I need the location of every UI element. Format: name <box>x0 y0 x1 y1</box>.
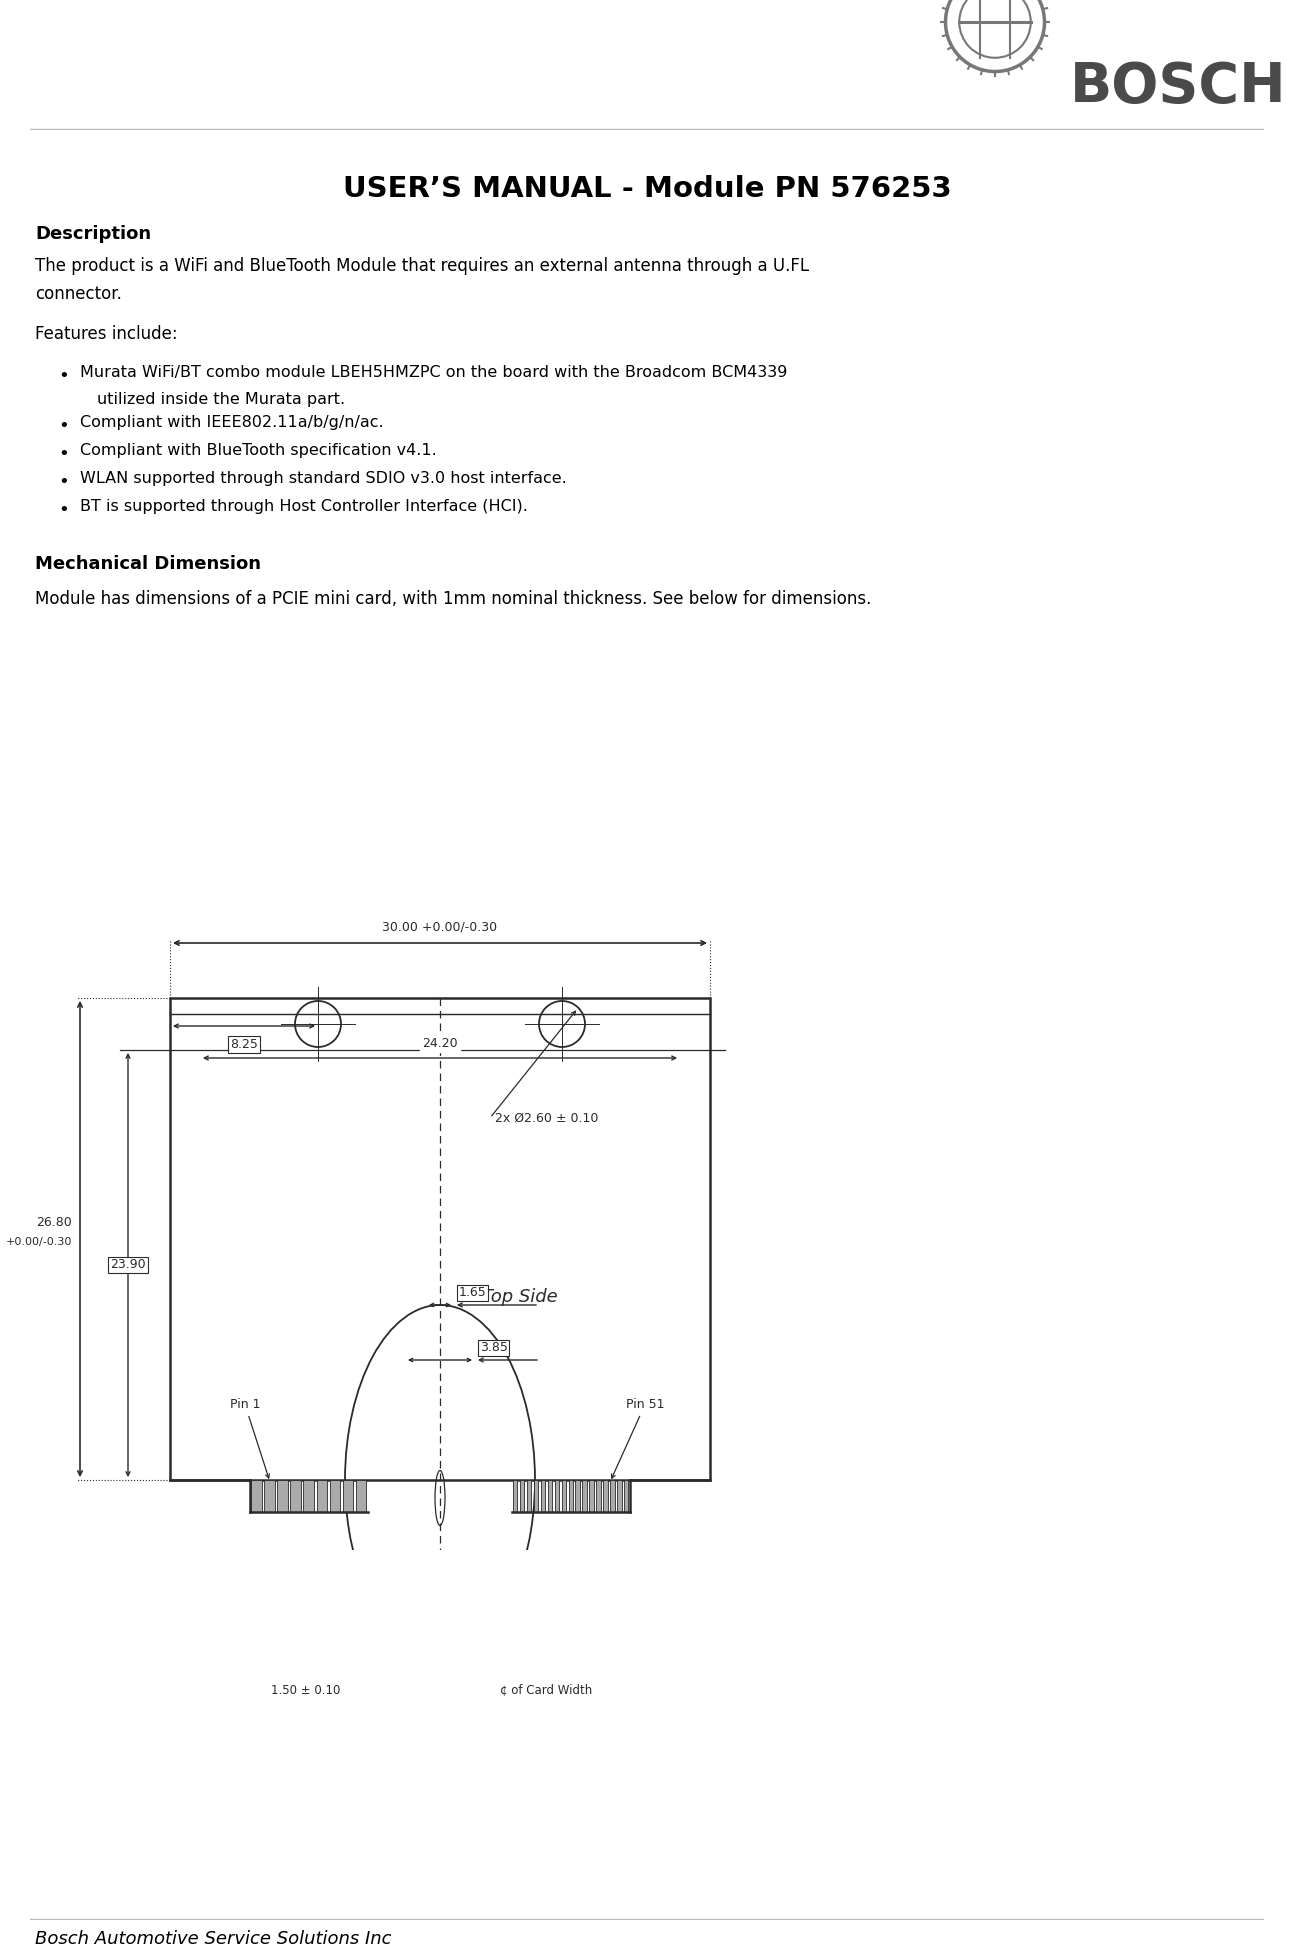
Text: •: • <box>58 502 69 519</box>
Text: BOSCH: BOSCH <box>1070 61 1286 113</box>
Text: 2x Ø2.60 ± 0.10: 2x Ø2.60 ± 0.10 <box>496 1111 598 1124</box>
Bar <box>547 1480 553 1513</box>
Bar <box>624 1480 629 1513</box>
Bar <box>170 997 710 1480</box>
Bar <box>576 1480 580 1513</box>
Bar <box>582 1480 587 1513</box>
Text: connector.: connector. <box>35 285 122 303</box>
Bar <box>541 1480 545 1513</box>
Bar <box>568 1480 573 1513</box>
Text: 23.90: 23.90 <box>110 1259 146 1271</box>
Bar <box>589 1480 594 1513</box>
Bar <box>597 1480 600 1513</box>
Text: 1.50 ± 0.10: 1.50 ± 0.10 <box>270 1683 340 1696</box>
Bar <box>512 1480 518 1513</box>
Bar <box>290 1480 302 1513</box>
Text: Description: Description <box>35 224 151 242</box>
Text: •: • <box>58 418 69 435</box>
Bar <box>555 1480 559 1513</box>
Text: The product is a WiFi and BlueTooth Module that requires an external antenna thr: The product is a WiFi and BlueTooth Modu… <box>35 258 809 275</box>
Text: 3.85: 3.85 <box>480 1341 507 1355</box>
Bar <box>617 1480 621 1513</box>
Text: USER’S MANUAL - Module PN 576253: USER’S MANUAL - Module PN 576253 <box>343 176 951 203</box>
Text: ¢ of Card Width: ¢ of Card Width <box>499 1683 593 1696</box>
Bar <box>611 1480 615 1513</box>
Bar <box>527 1480 532 1513</box>
Bar <box>264 1480 274 1513</box>
Bar <box>562 1480 565 1513</box>
Text: Pin 1: Pin 1 <box>230 1398 269 1478</box>
Text: utilized inside the Murata part.: utilized inside the Murata part. <box>97 392 345 408</box>
Text: Top Side: Top Side <box>483 1288 558 1306</box>
Text: Mechanical Dimension: Mechanical Dimension <box>35 554 261 574</box>
Text: •: • <box>58 367 69 385</box>
Bar <box>534 1480 538 1513</box>
Text: 26.80: 26.80 <box>36 1216 72 1230</box>
Text: •: • <box>58 445 69 463</box>
Text: 1.65: 1.65 <box>459 1286 487 1298</box>
Text: Features include:: Features include: <box>35 324 177 344</box>
Bar <box>317 1480 327 1513</box>
Text: Module has dimensions of a PCIE mini card, with 1mm nominal thickness. See below: Module has dimensions of a PCIE mini car… <box>35 590 871 607</box>
Bar <box>356 1480 366 1513</box>
Text: BT is supported through Host Controller Interface (HCI).: BT is supported through Host Controller … <box>80 500 528 513</box>
Text: 30.00 +0.00/-0.30: 30.00 +0.00/-0.30 <box>383 919 498 933</box>
Text: WLAN supported through standard SDIO v3.0 host interface.: WLAN supported through standard SDIO v3.… <box>80 470 567 486</box>
Bar <box>603 1480 608 1513</box>
Bar <box>277 1480 287 1513</box>
Text: Murata WiFi/BT combo module LBEH5HMZPC on the board with the Broadcom BCM4339: Murata WiFi/BT combo module LBEH5HMZPC o… <box>80 365 787 381</box>
Bar <box>251 1480 261 1513</box>
Text: +0.00/-0.30: +0.00/-0.30 <box>5 1238 72 1247</box>
Text: •: • <box>58 472 69 492</box>
Bar <box>343 1480 353 1513</box>
Text: Pin 51: Pin 51 <box>612 1398 664 1478</box>
Text: Compliant with IEEE802.11a/b/g/n/ac.: Compliant with IEEE802.11a/b/g/n/ac. <box>80 416 383 429</box>
Bar <box>304 1480 314 1513</box>
Bar <box>330 1480 340 1513</box>
Text: 24.20: 24.20 <box>422 1037 458 1050</box>
Text: Bosch Automotive Service Solutions Inc: Bosch Automotive Service Solutions Inc <box>35 1931 392 1948</box>
Text: 8.25: 8.25 <box>230 1038 258 1050</box>
Text: Compliant with BlueTooth specification v4.1.: Compliant with BlueTooth specification v… <box>80 443 437 459</box>
Bar <box>520 1480 524 1513</box>
